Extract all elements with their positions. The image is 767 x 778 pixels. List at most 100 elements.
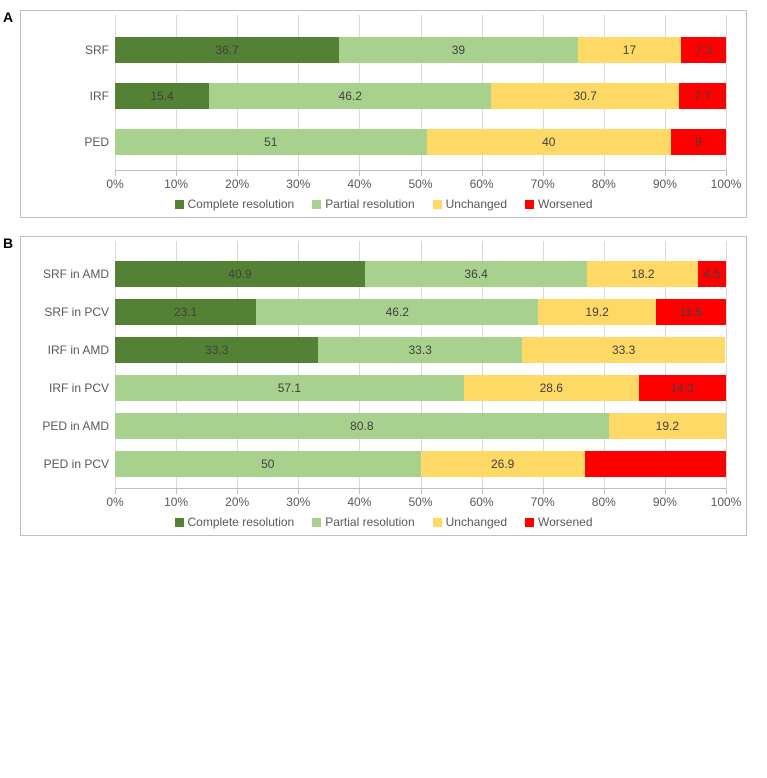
legend-swatch [433,518,442,527]
bar-segment-value: 23.1 [174,305,197,319]
legend: Complete resolution Partial resolution Unc… [31,515,736,529]
x-tick-label: 80% [592,495,616,509]
bar-segment-value: 28.6 [540,381,563,395]
bars-container: SRF in AMD40.936.418.24.5SRF in PCV23.14… [115,247,726,489]
x-tick-mark [604,489,605,494]
bar-segment-unchanged: 17 [578,37,682,63]
x-tick-label: 100% [711,177,742,191]
bar-row: SRF in PCV23.146.219.211.5 [115,299,726,325]
bar-segment-complete: 40.9 [115,261,365,287]
bar-segment-unchanged: 28.6 [464,375,639,401]
bars-container: SRF36.739177.3IRF15.446.230.77.7PED51409 [115,21,726,171]
x-tick-label: 60% [470,495,494,509]
x-tick-label: 40% [347,177,371,191]
legend-swatch [175,518,184,527]
bar-segment-complete: 36.7 [115,37,339,63]
bar-segment-value: 19.2 [656,419,679,433]
x-tick-mark [237,171,238,176]
bar-segment-unchanged: 30.7 [491,83,679,109]
legend-swatch [525,518,534,527]
legend-label: Worsened [538,197,592,211]
bar-segment-partial: 33.3 [318,337,521,363]
x-tick-label: 100% [711,495,742,509]
bar-segment-unchanged: 40 [427,129,671,155]
category-label: IRF [31,83,109,109]
x-axis: 0%10%20%30%40%50%60%70%80%90%100% [115,173,726,195]
bar-segment-unchanged: 19.2 [538,299,655,325]
bar-segment-value: 36.7 [215,43,238,57]
legend-item-unchanged: Unchanged [433,515,507,529]
bar-segment-unchanged: 18.2 [587,261,698,287]
bar-segment-value: 9 [695,135,702,149]
x-tick-label: 10% [164,177,188,191]
x-tick-label: 70% [531,495,555,509]
legend-label: Partial resolution [325,197,414,211]
bar-segment-value: 57.1 [278,381,301,395]
bar-segment-worsened: 11.5 [656,299,726,325]
bar-segment-value: 7.3 [695,43,712,57]
bar-segment-value: 51 [264,135,277,149]
bar-segment-partial: 46.2 [256,299,538,325]
legend-item-unchanged: Unchanged [433,197,507,211]
x-tick-label: 20% [225,177,249,191]
x-tick-mark [359,489,360,494]
category-label: IRF in PCV [31,375,109,401]
bar-segment-value: 33.3 [612,343,635,357]
bar-row: SRF36.739177.3 [115,37,726,63]
legend-swatch [433,200,442,209]
x-tick-mark [298,489,299,494]
x-tick-label: 30% [286,177,310,191]
bar-segment-partial: 50 [115,451,421,477]
x-tick-mark [543,171,544,176]
bar-segment-partial: 57.1 [115,375,464,401]
x-tick-mark [359,171,360,176]
category-label: PED in PCV [31,451,109,477]
category-label: IRF in AMD [31,337,109,363]
x-tick-label: 10% [164,495,188,509]
x-tick-label: 40% [347,495,371,509]
bar-segment-partial: 51 [115,129,427,155]
grid-line [726,15,727,171]
x-tick-mark [237,489,238,494]
bar-segment-value: 17 [623,43,636,57]
panel-label: B [3,235,13,251]
plot-area: SRF36.739177.3IRF15.446.230.77.7PED51409 [115,15,726,171]
bar-segment-unchanged: 26.9 [421,451,585,477]
bar-segment-worsened: 7.7 [679,83,726,109]
legend-item-complete: Complete resolution [175,515,295,529]
bar-segment-value: 11.5 [680,305,702,319]
category-label: SRF in PCV [31,299,109,325]
legend-label: Complete resolution [188,197,295,211]
bar-segment-value: 33.3 [409,343,432,357]
bar-segment-complete: 15.4 [115,83,209,109]
bar-segment-value: 39 [452,43,465,57]
grid-line [726,241,727,489]
x-tick-label: 50% [408,177,432,191]
x-tick-mark [726,171,727,176]
bar-row: IRF in AMD33.333.333.3 [115,337,726,363]
x-tick-mark [482,489,483,494]
x-tick-label: 30% [286,495,310,509]
bar-segment-value: 30.7 [573,89,596,103]
bar-segment-value: 50 [261,457,274,471]
bar-segment-worsened: 7.3 [681,37,726,63]
chart-panel-b: BSRF in AMD40.936.418.24.5SRF in PCV23.1… [20,236,747,536]
bar-segment-partial: 46.2 [209,83,491,109]
bar-segment-partial: 80.8 [115,413,609,439]
legend-label: Partial resolution [325,515,414,529]
legend-label: Worsened [538,515,592,529]
bar-segment-value: 40.9 [228,267,251,281]
bar-segment-complete: 23.1 [115,299,256,325]
bar-segment-value: 33.3 [205,343,228,357]
x-tick-mark [604,171,605,176]
bar-segment-value: 26.9 [491,457,514,471]
bar-segment-unchanged: 33.3 [522,337,725,363]
x-tick-label: 70% [531,177,555,191]
x-tick-mark [176,489,177,494]
category-label: PED in AMD [31,413,109,439]
legend-swatch [312,518,321,527]
legend: Complete resolution Partial resolution Unc… [31,197,736,211]
bar-segment-value: 46.2 [339,89,362,103]
bar-row: PED51409 [115,129,726,155]
plot-area: SRF in AMD40.936.418.24.5SRF in PCV23.14… [115,241,726,489]
